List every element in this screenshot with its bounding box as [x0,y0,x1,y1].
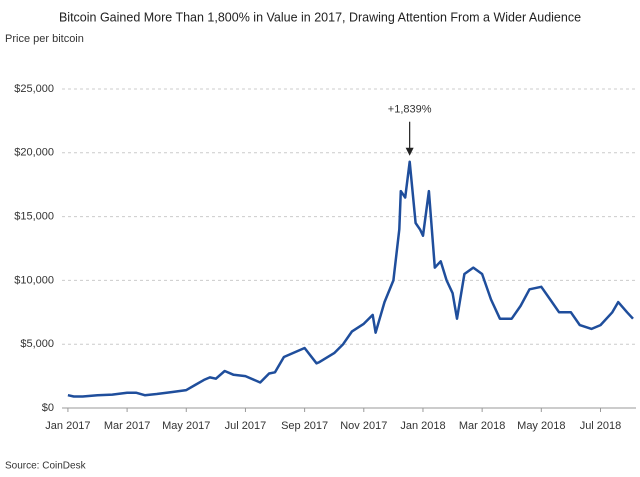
annotation-arrowhead [405,147,414,156]
x-tick-label: Jul 2017 [225,420,267,432]
y-tick-label: $10,000 [14,274,54,286]
y-tick-label: $25,000 [14,83,54,95]
x-tick-label: Jan 2018 [400,420,445,432]
y-tick-label: $5,000 [20,338,54,350]
price-line [67,160,634,398]
x-tick-label: Nov 2017 [340,420,387,432]
y-tick-label: $20,000 [14,147,54,159]
y-tick-label: $0 [42,402,54,414]
x-tick-label: Sep 2017 [281,420,328,432]
x-tick-label: Jan 2017 [45,420,90,432]
y-tick-label: $15,000 [14,211,54,223]
x-tick-label: Jul 2018 [580,420,622,432]
y-axis-label: Price per bitcoin [5,33,84,45]
chart-title: Bitcoin Gained More Than 1,800% in Value… [59,10,581,24]
source-note: Source: CoinDesk [5,461,87,472]
annotation-text: +1,839% [388,104,432,116]
x-tick-label: Mar 2018 [459,420,505,432]
x-tick-label: Mar 2017 [104,420,150,432]
x-tick-label: May 2018 [517,420,565,432]
x-tick-label: May 2017 [162,420,210,432]
